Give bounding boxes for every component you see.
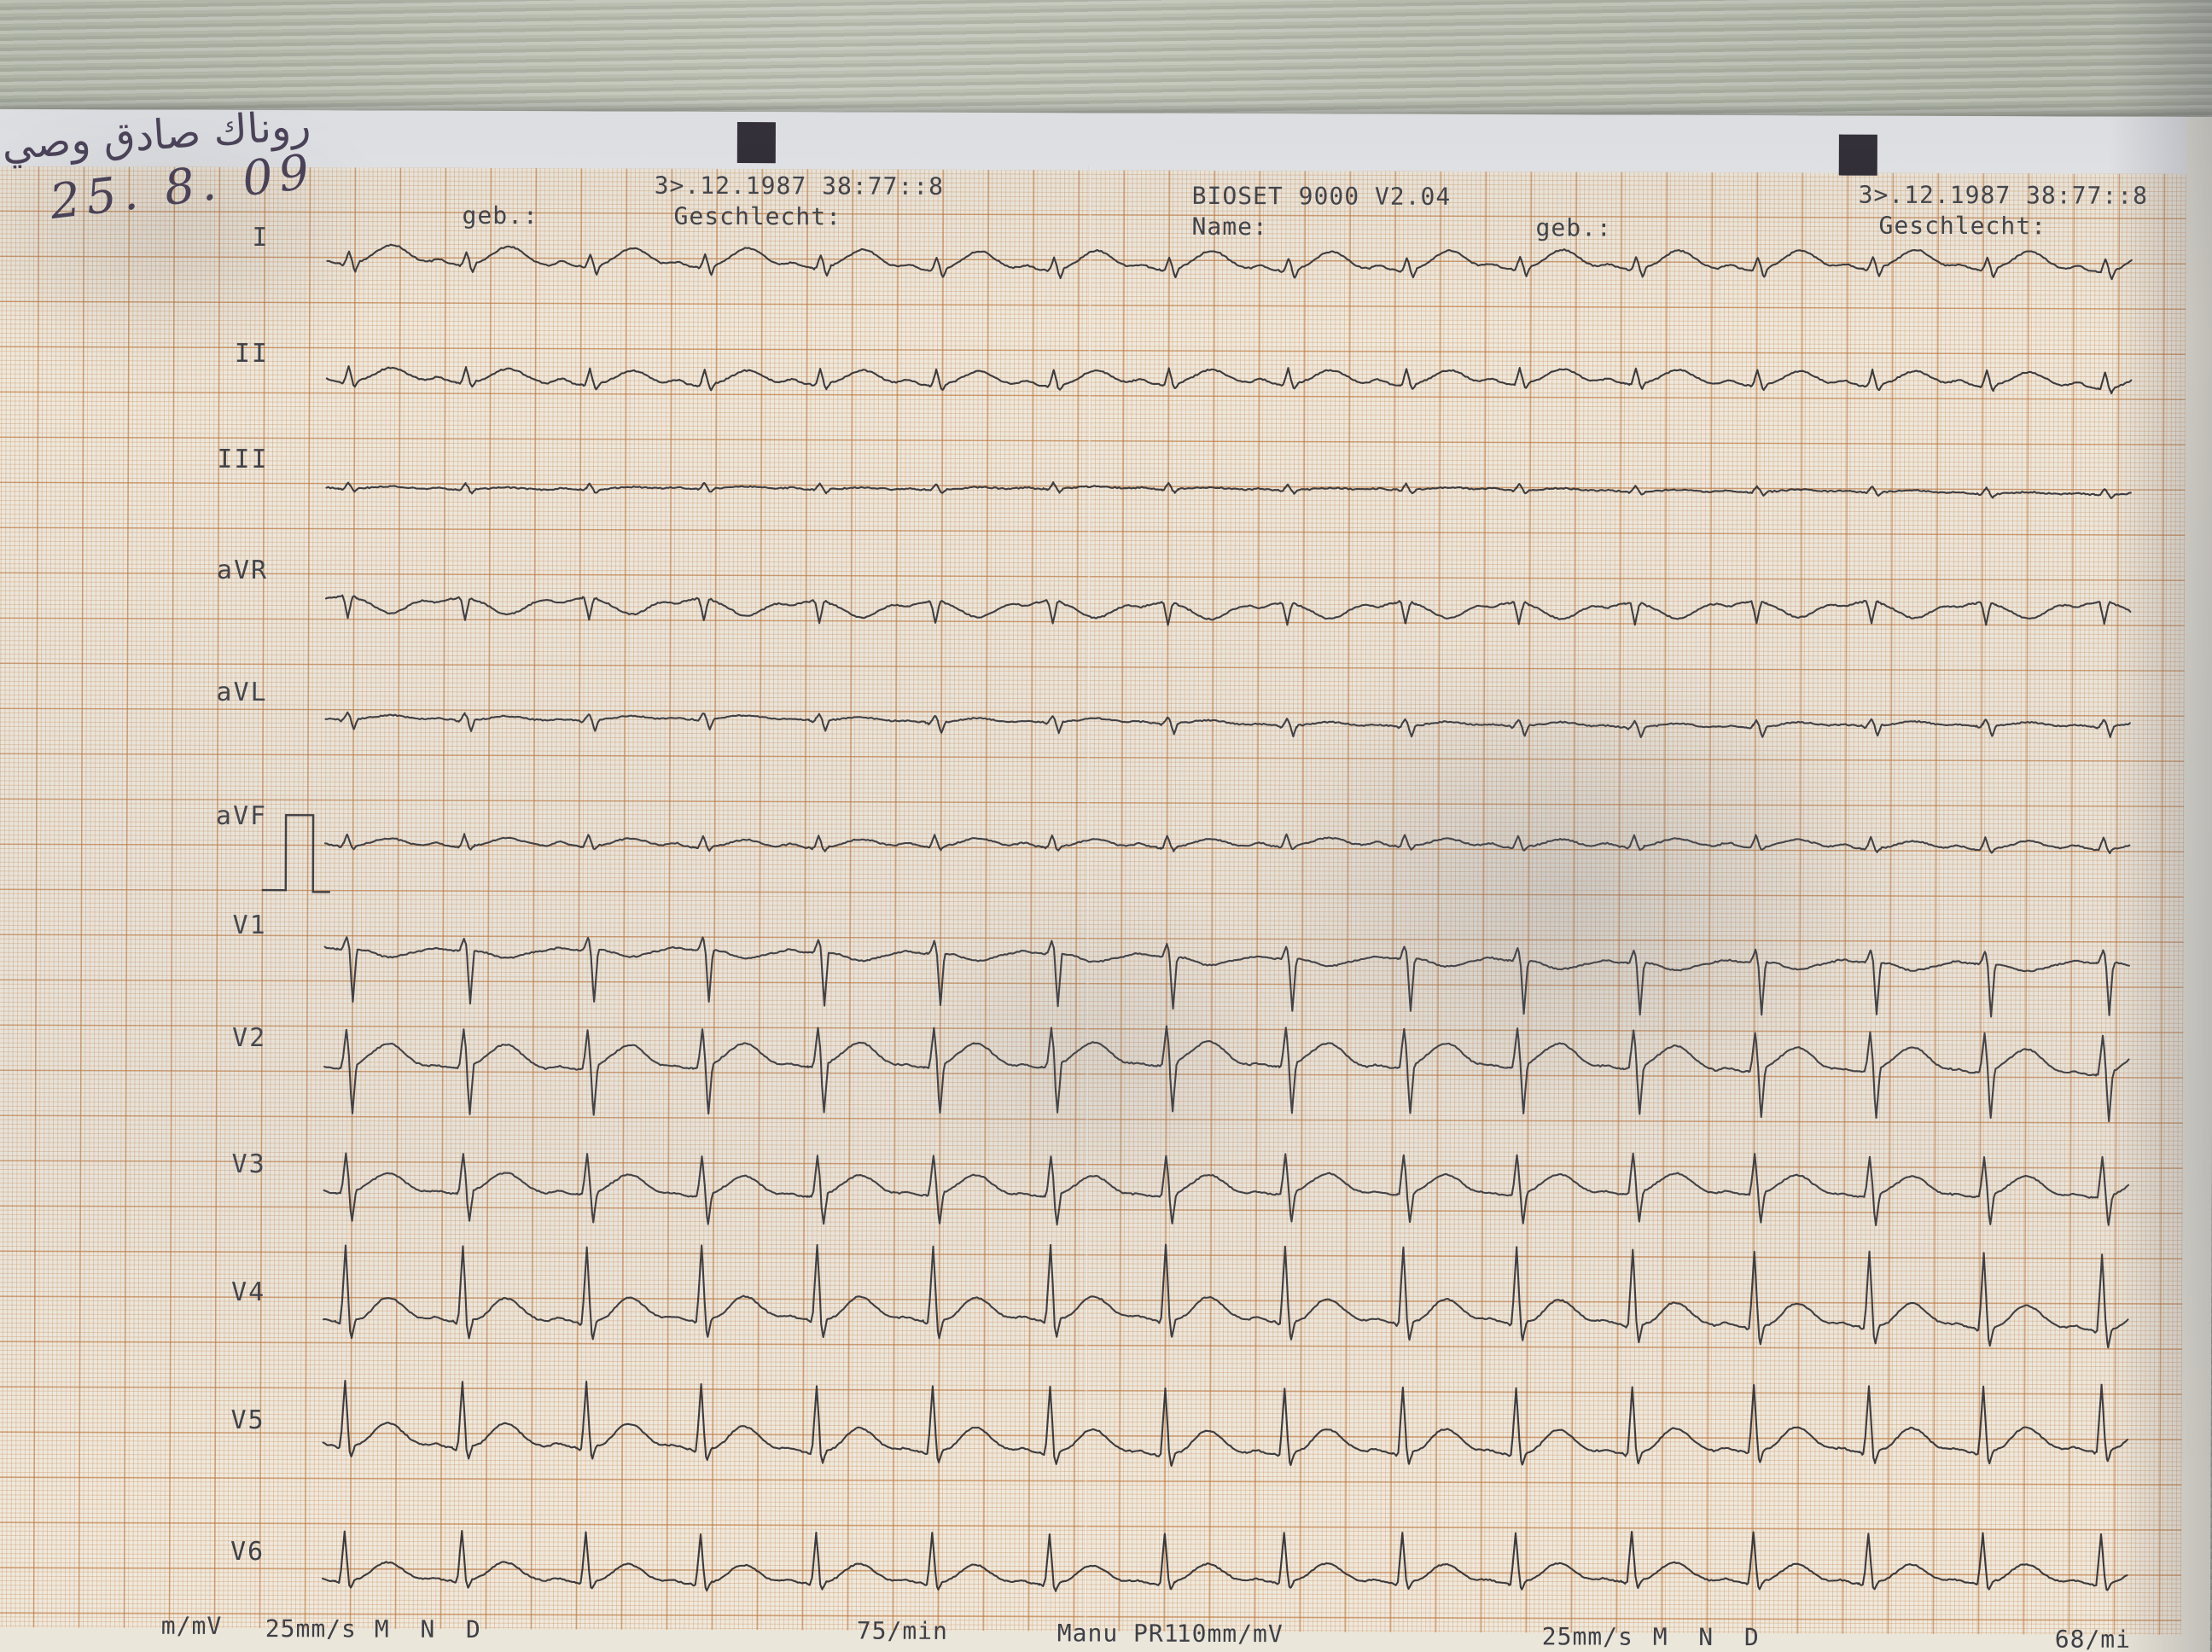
footer-manual-mode-label: Manu PR1 <box>1057 1619 1179 1648</box>
footer-mode-right: M N D <box>1652 1622 1760 1652</box>
ecg-grid-paper <box>0 166 2188 1635</box>
lead-label-V5: V5 <box>230 1405 265 1436</box>
paper-right-margin <box>2180 116 2212 1652</box>
header-right-gender-label: Geschlecht: <box>1878 211 2047 241</box>
lead-label-aVR: aVR <box>216 555 269 586</box>
footer-paper-speed-left: 25mm/s <box>265 1614 357 1643</box>
footer-gain-label: 10mm/mV <box>1176 1619 1284 1649</box>
header-right-datetime: 3>.12.1987 38:77::8 <box>1858 180 2149 210</box>
footer-scale-label: m/mV <box>160 1611 223 1640</box>
lead-label-aVF: aVF <box>215 800 268 832</box>
lead-label-I: I <box>252 223 270 253</box>
lead-label-aVL: aVL <box>216 677 268 708</box>
sync-mark-left <box>736 122 776 164</box>
lead-label-III: III <box>217 444 269 475</box>
lead-label-II: II <box>234 338 270 369</box>
footer-heart-rate-left: 75/min <box>856 1616 948 1645</box>
lead-label-V2: V2 <box>232 1022 267 1054</box>
header-device-model: BIOSET 9000 V2.04 <box>1191 181 1452 211</box>
footer-paper-speed-right: 25mm/s <box>1541 1622 1633 1651</box>
lead-label-V6: V6 <box>230 1536 265 1568</box>
header-name-label: Name: <box>1191 212 1268 241</box>
lead-label-V3: V3 <box>231 1149 266 1180</box>
ecg-paper: روناك صادق وصي 25. 8. 09 3>.12.1987 38:7… <box>0 83 2212 1652</box>
lead-label-V4: V4 <box>230 1277 266 1308</box>
sync-mark-right <box>1838 134 1877 176</box>
footer-heart-rate-right: 68/mi <box>2054 1625 2132 1652</box>
lead-label-V1: V1 <box>232 910 267 941</box>
footer-mode-left: M N D <box>374 1614 481 1644</box>
header-left-birth-label: geb.: <box>462 201 538 230</box>
header-center-birth-label: geb.: <box>1535 213 1612 242</box>
header-left-gender-label: Geschlecht: <box>673 201 842 231</box>
header-left-datetime: 3>.12.1987 38:77::8 <box>654 171 945 201</box>
paper-top-margin <box>0 109 2212 175</box>
